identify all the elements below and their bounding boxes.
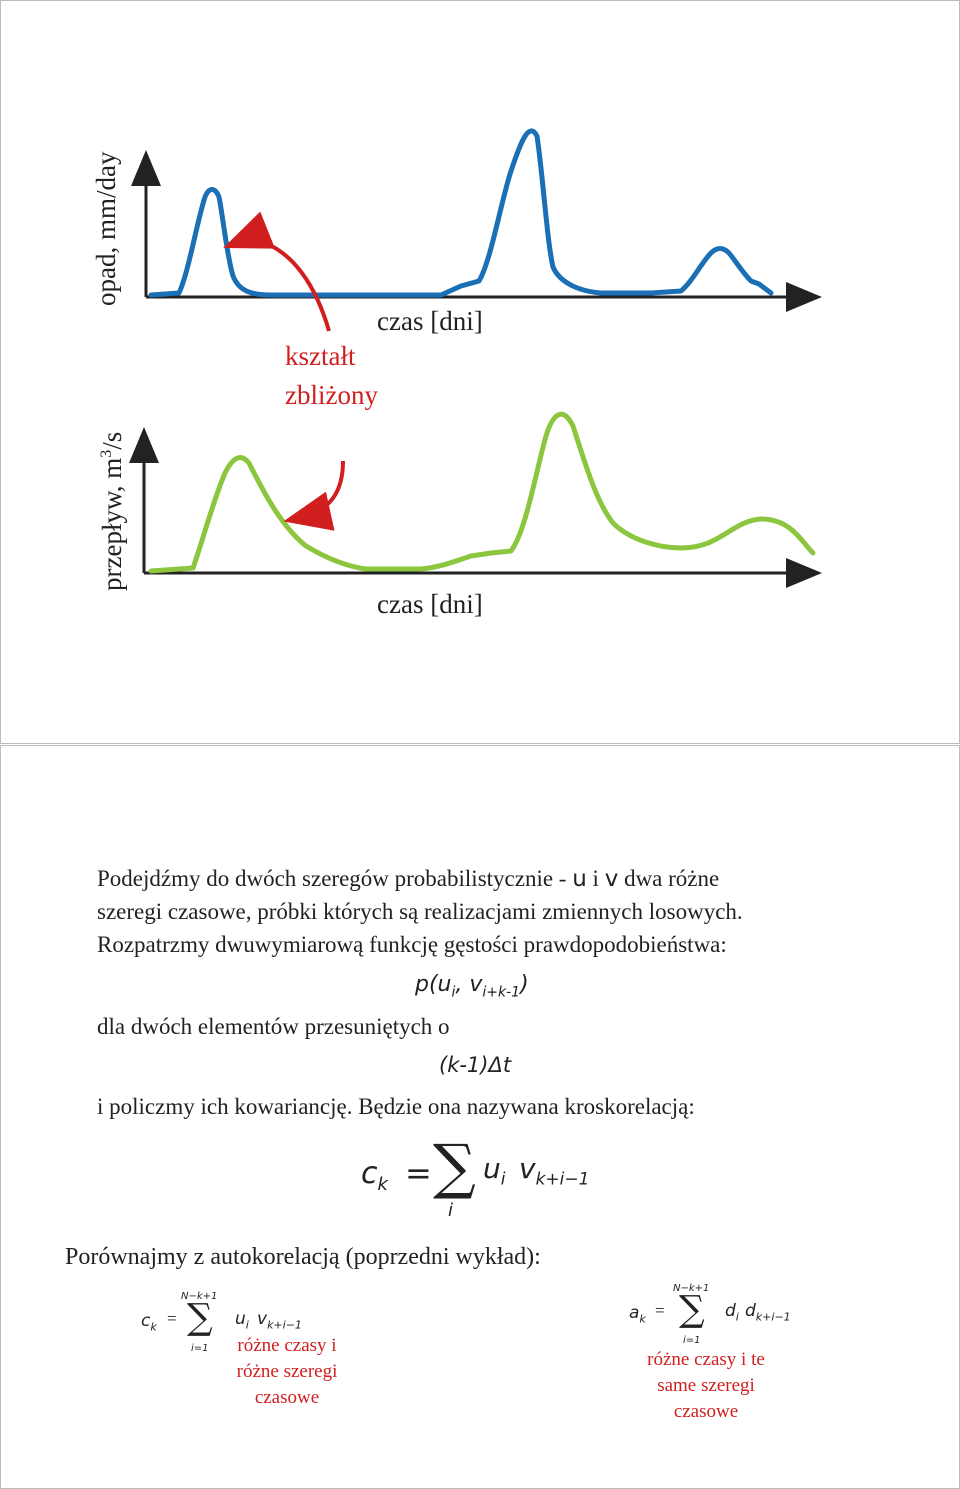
ck-small-v: vk+i−1	[257, 1309, 302, 1332]
ck-u-term: ui	[483, 1152, 506, 1190]
annotation-text-line2: zbliżony	[285, 380, 378, 410]
intro-line-1: Podejdźmy do dwóch szeregów probabilisty…	[97, 866, 720, 892]
caption-left-line2: różne szeregi	[236, 1361, 338, 1382]
ck-small-lhs: ck	[141, 1311, 157, 1334]
ak-small-sum-sign: ∑	[679, 1289, 705, 1330]
shift-line: dla dwóch elementów przesuniętych o	[97, 1014, 450, 1039]
flow-series-line	[148, 411, 816, 574]
ck-lhs: ck	[361, 1156, 388, 1195]
crosscorrelation-formula: ck = ∑ i ui vk+i−1	[361, 1132, 621, 1226]
intro-line-3: Rozpatrzmy dwuwymiarową funkcję gęstości…	[97, 932, 727, 957]
annotation-arrow-bottom	[283, 460, 345, 531]
annotation-arrow-top	[223, 211, 331, 332]
caption-right-line3: czasowe	[673, 1401, 739, 1422]
rain-x-axis-label: czas [dni]	[377, 306, 483, 336]
ck-small-upper: N−k+1	[181, 1291, 218, 1302]
ck-small-lower: i=1	[191, 1343, 209, 1354]
flow-x-axis-label: czas [dni]	[377, 589, 483, 619]
caption-left-line3: czasowe	[254, 1387, 320, 1408]
ck-small-sum-sign: ∑	[187, 1297, 213, 1338]
ck-small-equals: =	[167, 1309, 177, 1328]
compare-line: Porównajmy z autokorelacją (poprzedni wy…	[65, 1244, 541, 1270]
ck-sum-index: i	[448, 1200, 454, 1221]
ak-small-equals: =	[655, 1301, 665, 1320]
ck-small-u: ui	[235, 1309, 249, 1332]
caption-left-line1: różne czasy i	[237, 1335, 337, 1356]
ck-equals: =	[405, 1154, 432, 1192]
rain-y-axis-label: opad, mm/day	[91, 151, 121, 306]
caption-right-line2: same szeregi	[657, 1375, 755, 1396]
ck-small-formula: ck = N−k+1 ∑ i=1 ui vk+i−1	[141, 1291, 321, 1361]
ck-sum-sign: ∑	[433, 1132, 476, 1202]
intro-line-2: szeregi czasowe, próbki których są reali…	[97, 899, 743, 924]
slide-hydrograph: opad, mm/day przepływ, m3/s czas [dni] c…	[0, 0, 960, 744]
ak-small-lower: i=1	[683, 1335, 701, 1346]
joint-density-formula: p(ui, vi+k-1)	[415, 972, 529, 1001]
caption-right: różne czasy i te same szeregi czasowe	[621, 1347, 791, 1425]
covariance-line: i policzmy ich kowariancję. Będzie ona n…	[97, 1094, 695, 1119]
ak-small-upper: N−k+1	[673, 1283, 710, 1294]
ak-small-d1: di	[725, 1301, 739, 1324]
shift-formula: (k-1)Δt	[439, 1053, 512, 1077]
slide-crosscorrelation: Podejdźmy do dwóch szeregów probabilisty…	[0, 745, 960, 1489]
flow-y-axis-label: przepływ, m3/s	[97, 431, 127, 591]
caption-right-line1: różne czasy i te	[647, 1349, 765, 1370]
ak-small-lhs: ak	[629, 1303, 646, 1326]
caption-left: różne czasy i różne szeregi czasowe	[207, 1333, 367, 1411]
ak-small-formula: ak = N−k+1 ∑ i=1 di dk+i−1	[629, 1283, 819, 1353]
ck-v-term: vk+i−1	[519, 1152, 590, 1190]
ak-small-d2: dk+i−1	[745, 1301, 791, 1324]
rain-series-line	[148, 128, 774, 298]
hydrograph-figure	[129, 128, 822, 588]
annotation-text-line1: kształt	[285, 341, 356, 371]
